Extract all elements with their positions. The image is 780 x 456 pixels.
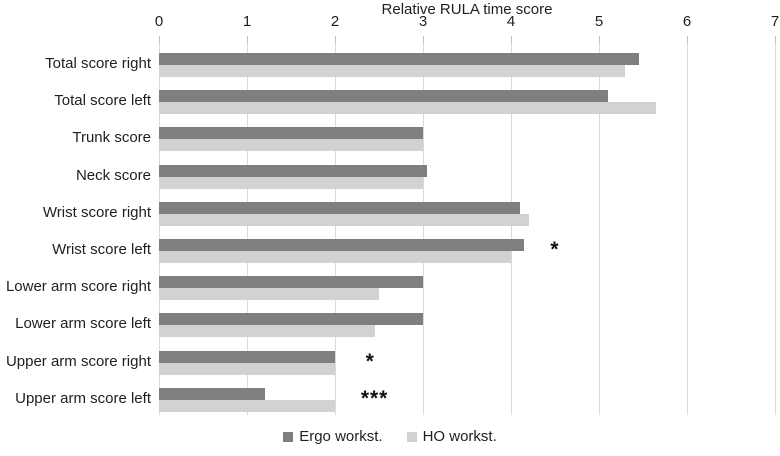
x-tick-mark <box>335 36 336 43</box>
plot-area: * * *** <box>159 43 776 415</box>
gridline <box>247 43 248 415</box>
category-label: Lower arm score left <box>15 315 151 333</box>
x-tick-mark <box>775 36 776 43</box>
x-tick-mark <box>599 36 600 43</box>
category-label: Total score left <box>54 92 151 110</box>
bar-ho-workst <box>159 139 423 152</box>
bar-ho-workst <box>159 102 657 115</box>
bar-ho-workst <box>159 213 529 226</box>
bar-ergo-workst <box>159 201 520 214</box>
bar-ergo-workst <box>159 387 265 400</box>
bar-ho-workst <box>159 362 335 375</box>
gridline <box>335 43 336 415</box>
category-label: Wrist score left <box>52 241 151 258</box>
x-tick-label: 1 <box>242 13 252 30</box>
bar-ergo-workst <box>159 313 423 326</box>
bar-ho-workst <box>159 176 423 189</box>
category-label: Total score right <box>45 55 151 72</box>
bar-ho-workst <box>159 65 626 77</box>
x-tick-label: 2 <box>330 13 340 30</box>
x-tick-label: 5 <box>594 13 604 30</box>
legend-swatch-ergo <box>283 431 294 442</box>
x-tick-mark <box>511 36 512 43</box>
category-label: Upper arm score right <box>5 352 151 370</box>
chart-title: Relative RULA time score <box>381 1 553 18</box>
x-tick-mark <box>159 36 160 43</box>
x-tick-mark <box>247 36 248 43</box>
bar-ho-workst <box>159 288 379 301</box>
significance-marker: * <box>550 238 560 261</box>
legend-item: HO workst. <box>406 428 497 445</box>
category-label: Lower arm score right <box>5 278 151 296</box>
legend-item: Ergo workst. <box>283 428 383 445</box>
bar-ergo-workst <box>159 127 423 140</box>
bar-ho-workst <box>159 325 375 338</box>
gridline <box>423 43 424 415</box>
bar-ergo-workst <box>159 276 423 289</box>
x-tick-label: 0 <box>154 13 164 30</box>
legend-swatch-ho <box>406 431 417 442</box>
bar-ergo-workst <box>159 239 525 251</box>
bar-ergo-workst <box>159 90 608 103</box>
bar-ergo-workst <box>159 350 335 363</box>
category-label: Upper arm score left <box>15 389 151 407</box>
gridline <box>159 43 160 415</box>
x-tick-label: 3 <box>418 13 428 30</box>
bar-ergo-workst <box>159 53 639 65</box>
significance-marker: *** <box>360 386 389 410</box>
gridline <box>511 43 512 415</box>
x-tick-mark <box>687 36 688 43</box>
gridline <box>775 43 776 415</box>
x-tick-label: 6 <box>682 13 692 30</box>
legend-label: Ergo workst. <box>299 428 383 445</box>
x-tick-label: 4 <box>506 13 516 30</box>
category-label: Trunk score <box>72 129 151 147</box>
legend: Ergo workst. HO workst. <box>0 428 780 445</box>
gridline <box>687 43 688 415</box>
category-label: Neck score <box>75 166 151 184</box>
significance-marker: * <box>365 349 375 373</box>
bar-ergo-workst <box>159 164 428 177</box>
category-label: Wrist score right <box>42 203 151 221</box>
bar-ho-workst <box>159 251 511 263</box>
legend-label: HO workst. <box>422 428 497 445</box>
x-tick-label: 7 <box>770 13 780 30</box>
bar-ho-workst <box>159 399 335 412</box>
x-tick-mark <box>423 36 424 43</box>
gridline <box>599 43 600 415</box>
